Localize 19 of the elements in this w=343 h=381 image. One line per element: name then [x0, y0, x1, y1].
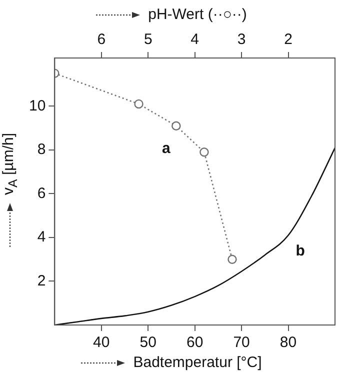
y-tick-label: 8	[37, 141, 46, 158]
y-tick-label: 4	[37, 228, 46, 246]
x-tick-label: 40	[93, 334, 110, 352]
x2-tick-label: 3	[237, 31, 246, 48]
x2-tick-label: 2	[284, 31, 292, 48]
series-label: b	[296, 242, 305, 260]
series-label: a	[162, 140, 171, 158]
y-tick-label: 6	[37, 184, 46, 202]
x-tick-label: 80	[280, 334, 297, 352]
y-tick-label: 10	[28, 97, 46, 114]
x2-tick-label: 6	[97, 31, 106, 48]
y-tick-label: 2	[37, 272, 46, 290]
x2-axis-title: pH-Wert (··○··)	[148, 6, 247, 23]
x-axis-title: Badtemperatur [°C]	[133, 354, 262, 371]
x-tick-label: 70	[233, 334, 250, 352]
x2-tick-label: 4	[190, 31, 200, 48]
x2-tick-label: 5	[144, 31, 152, 48]
x-tick-label: 60	[186, 334, 204, 352]
x-tick-label: 50	[140, 334, 156, 352]
